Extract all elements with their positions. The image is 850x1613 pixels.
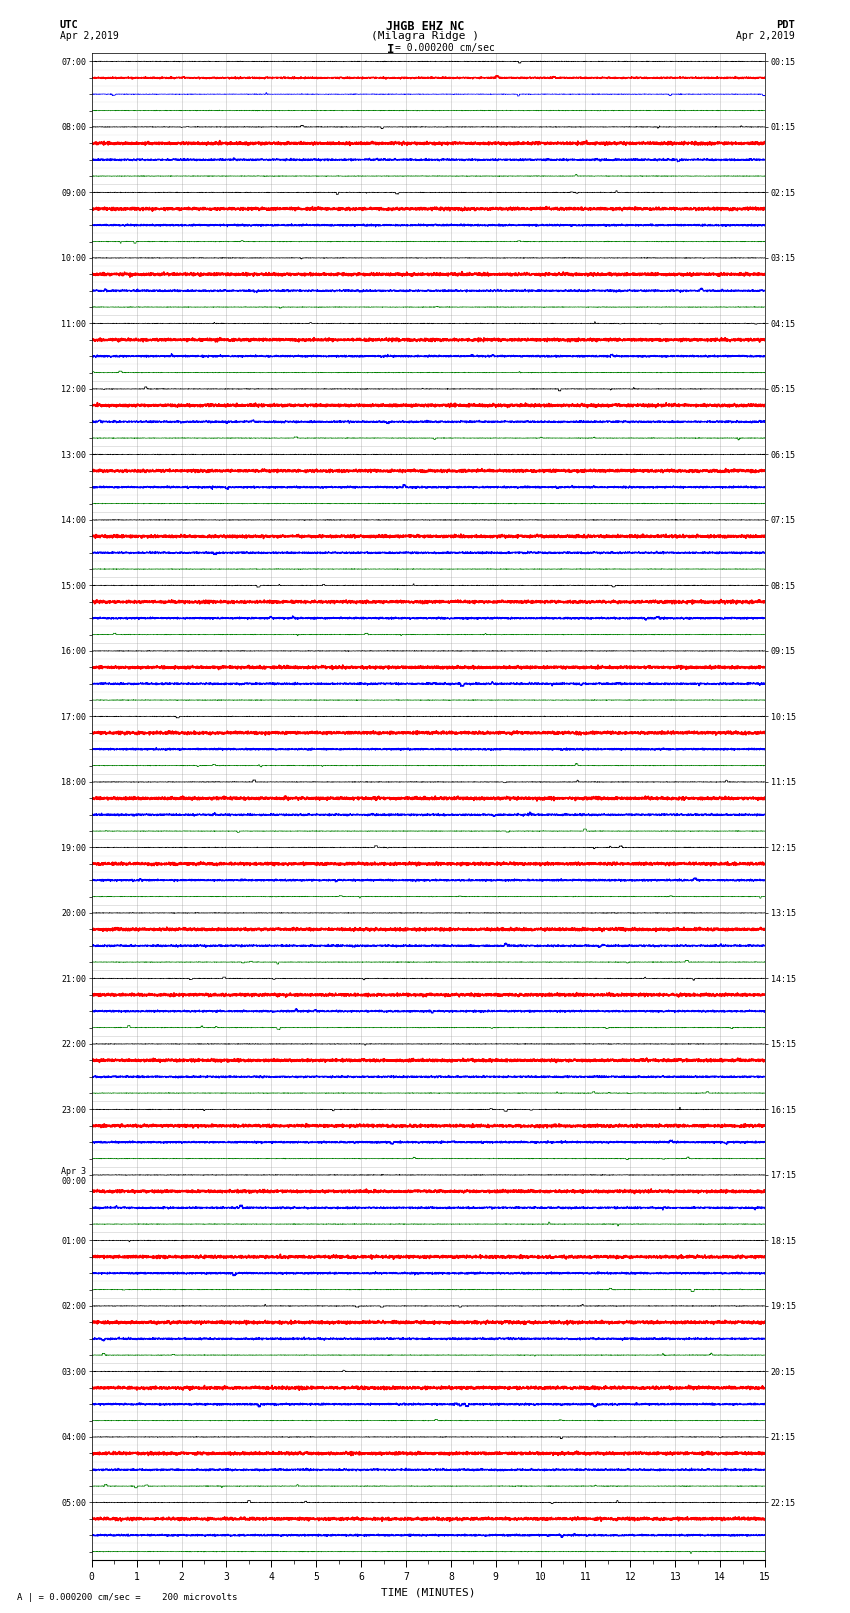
Text: JHGB EHZ NC: JHGB EHZ NC — [386, 19, 464, 34]
Text: A | = 0.000200 cm/sec =    200 microvolts: A | = 0.000200 cm/sec = 200 microvolts — [17, 1592, 237, 1602]
Text: Apr 2,2019: Apr 2,2019 — [60, 31, 118, 40]
Text: PDT: PDT — [776, 19, 795, 31]
Text: UTC: UTC — [60, 19, 78, 31]
Text: (Milagra Ridge ): (Milagra Ridge ) — [371, 31, 479, 42]
X-axis label: TIME (MINUTES): TIME (MINUTES) — [381, 1587, 476, 1597]
Text: Apr 2,2019: Apr 2,2019 — [736, 31, 795, 40]
Text: = 0.000200 cm/sec: = 0.000200 cm/sec — [395, 44, 495, 53]
Text: I: I — [387, 44, 394, 56]
